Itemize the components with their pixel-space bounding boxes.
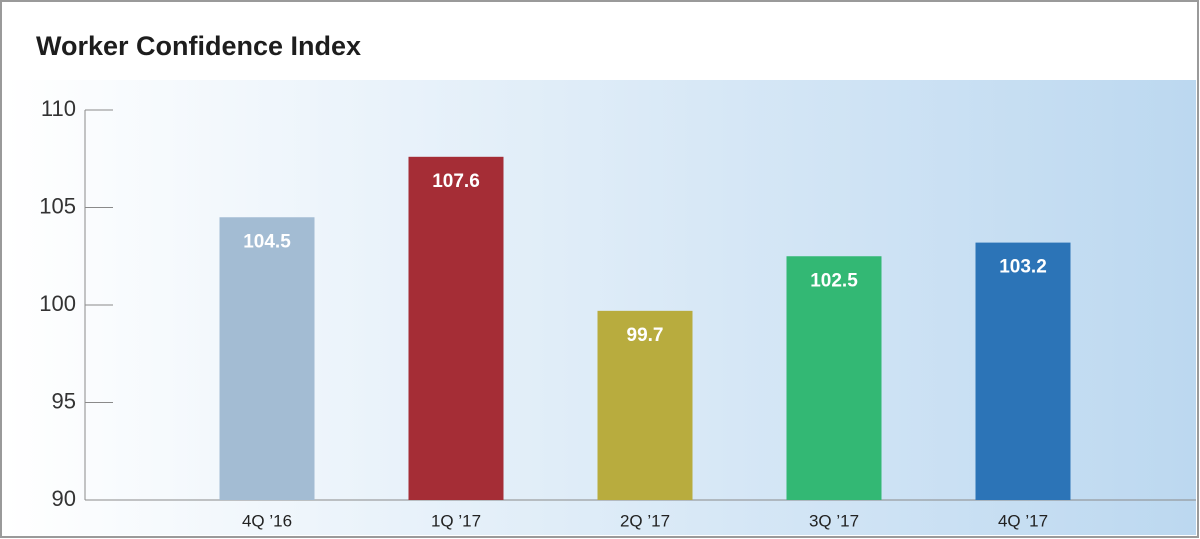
y-tick-label: 90	[52, 486, 76, 511]
y-tick-label: 105	[39, 193, 76, 218]
x-tick-label: 2Q ’17	[620, 511, 670, 530]
bar	[408, 156, 504, 501]
x-tick-label: 3Q ’17	[809, 511, 859, 530]
x-tick-label: 1Q ’17	[431, 511, 481, 530]
bar	[597, 310, 693, 500]
value-label: 102.5	[810, 270, 858, 291]
bar	[786, 256, 882, 500]
value-label: 103.2	[999, 257, 1047, 278]
bar	[975, 242, 1071, 500]
chart-title: Worker Confidence Index	[36, 31, 361, 61]
bar	[219, 217, 315, 500]
x-tick-label: 4Q ’17	[998, 511, 1048, 530]
y-tick-label: 100	[39, 291, 76, 316]
value-label: 99.7	[627, 325, 664, 346]
y-tick-label: 110	[41, 96, 76, 121]
value-label: 107.6	[432, 171, 480, 192]
value-label: 104.5	[243, 231, 291, 252]
y-tick-label: 95	[52, 388, 76, 413]
x-tick-label: 4Q ’16	[242, 511, 292, 530]
